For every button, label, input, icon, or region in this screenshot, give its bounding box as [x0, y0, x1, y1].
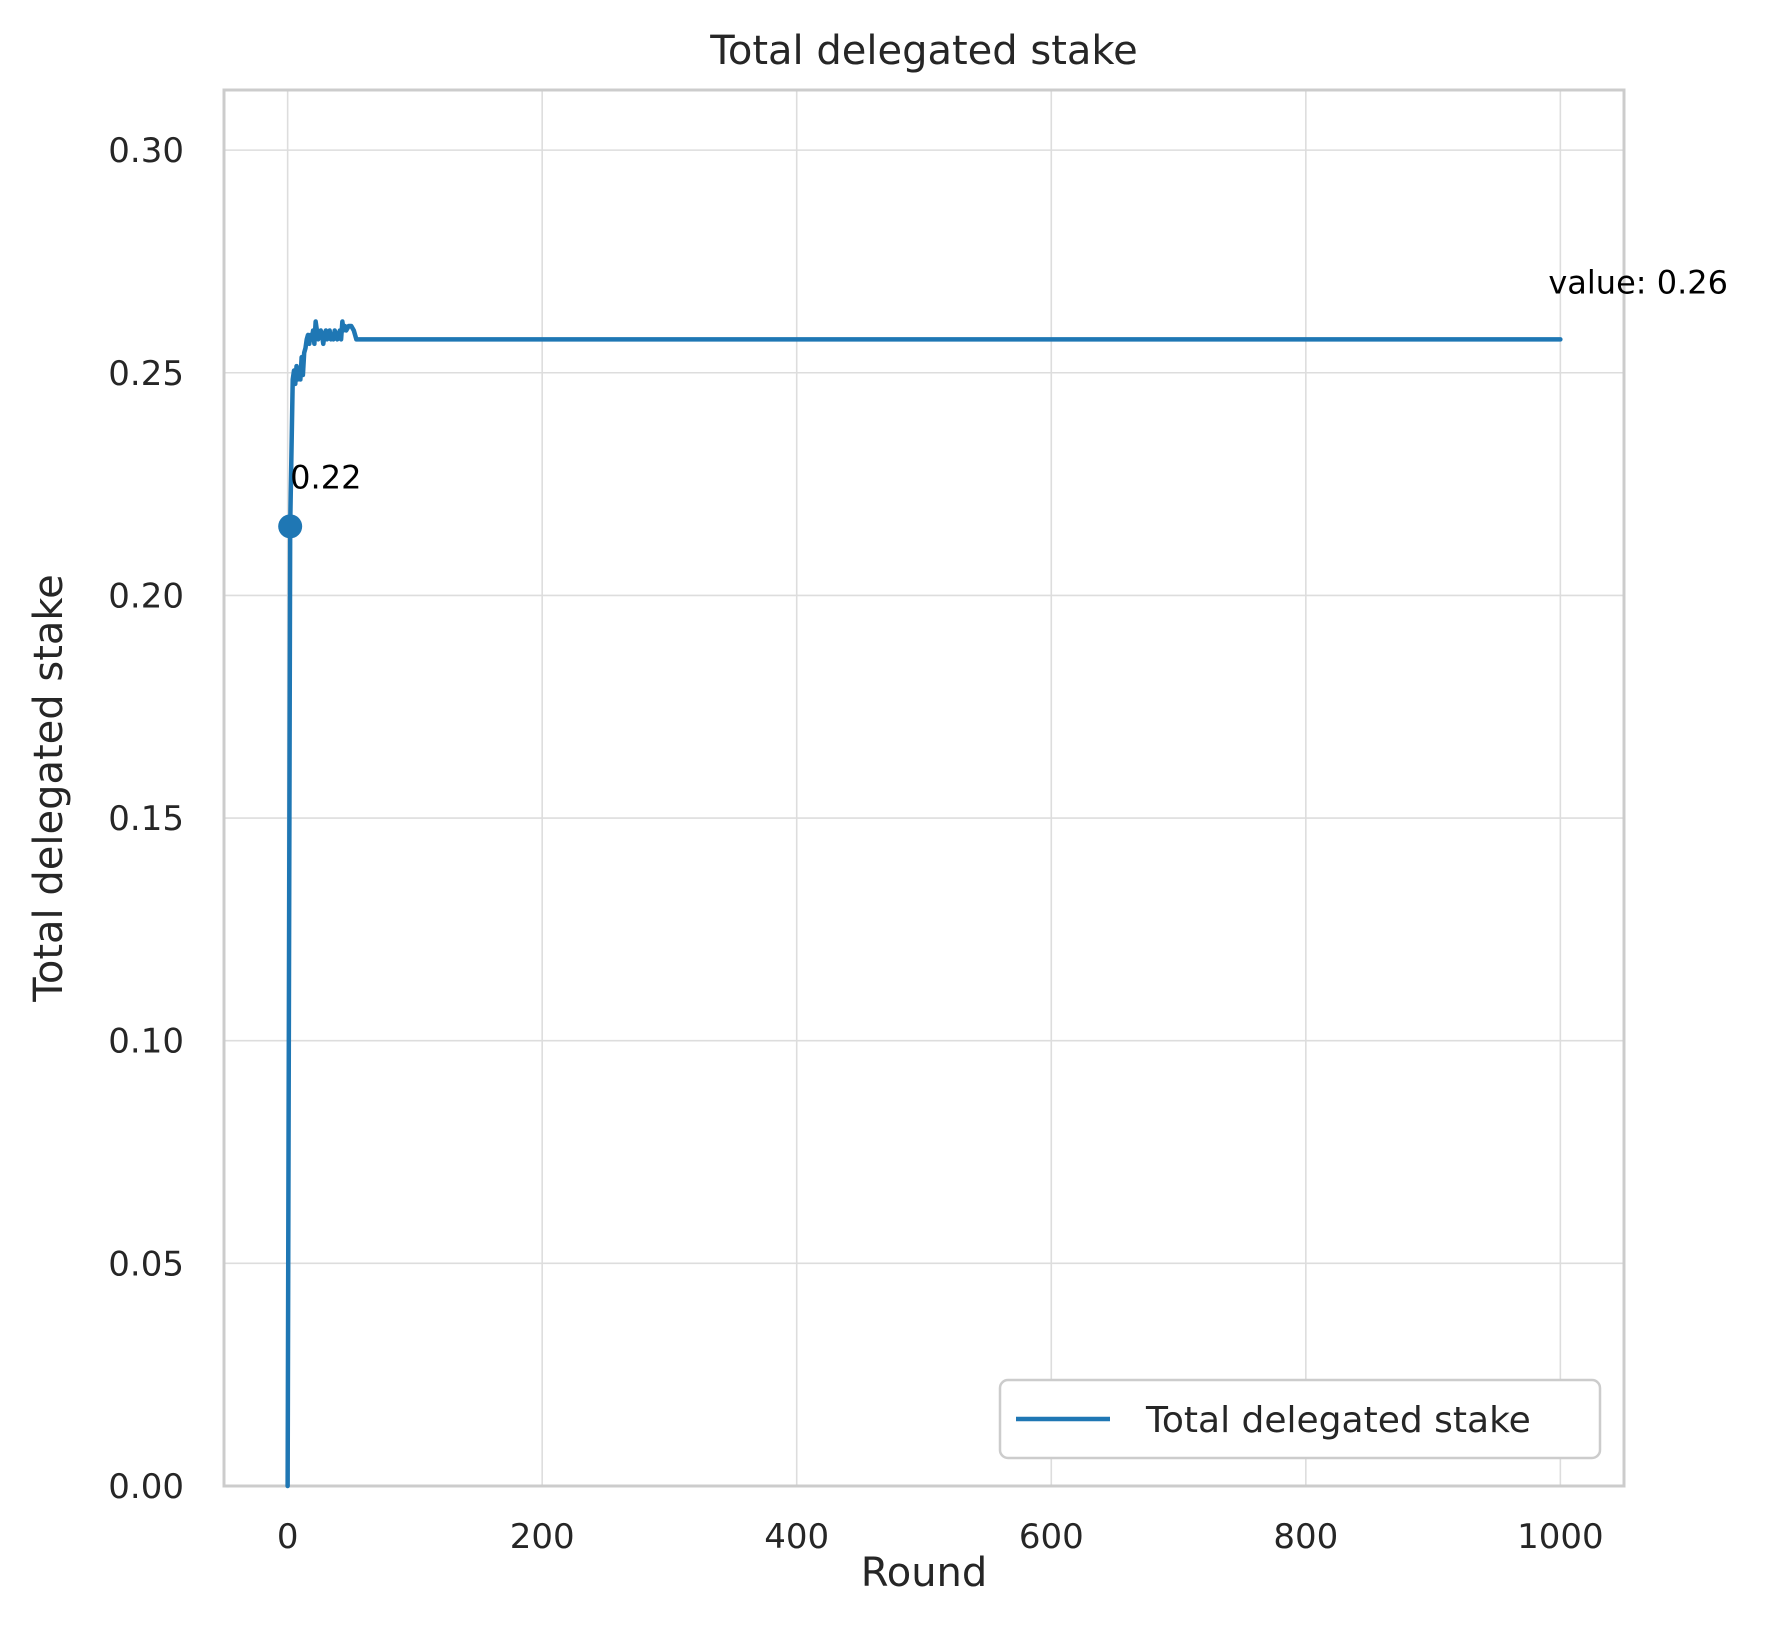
x-tick-label: 0 [277, 1517, 299, 1557]
legend-box [998, 1378, 1602, 1460]
x-tick-labels: 0 200 400 600 800 1000 [277, 1517, 1604, 1557]
annotations: 0.22 value: 0.26 [278, 263, 1728, 539]
x-tick-label: 600 [1019, 1517, 1084, 1557]
y-axis-label: Total delegated stake [26, 574, 72, 1003]
end-value-label: value: 0.26 [1548, 263, 1728, 301]
y-tick-label: 0.05 [108, 1244, 184, 1284]
x-tick-label: 1000 [1517, 1517, 1604, 1557]
plot-frame [222, 88, 1626, 1488]
chart-title: Total delegated stake [709, 28, 1138, 74]
y-tick-label: 0.25 [108, 354, 184, 394]
legend-label: Total delegated stake [1145, 1400, 1531, 1441]
y-tick-labels: 0.00 0.05 0.10 0.15 0.20 0.25 0.30 [108, 131, 184, 1507]
x-tick-label: 200 [510, 1517, 575, 1557]
y-tick-label: 0.10 [108, 1022, 184, 1062]
x-tick-label: 400 [764, 1517, 829, 1557]
series-line [285, 319, 1563, 1489]
x-tick-label: 800 [1273, 1517, 1338, 1557]
y-tick-label: 0.15 [108, 799, 184, 839]
y-tick-label: 0.00 [108, 1467, 184, 1507]
gridlines [224, 90, 1624, 1487]
start-marker-label: 0.22 [290, 458, 361, 496]
x-axis-label: Round [861, 1550, 988, 1596]
y-tick-label: 0.20 [108, 576, 184, 616]
series-layer [285, 319, 1563, 1489]
y-tick-label: 0.30 [108, 131, 184, 171]
legend: Total delegated stake [998, 1378, 1602, 1460]
start-marker [278, 514, 303, 539]
